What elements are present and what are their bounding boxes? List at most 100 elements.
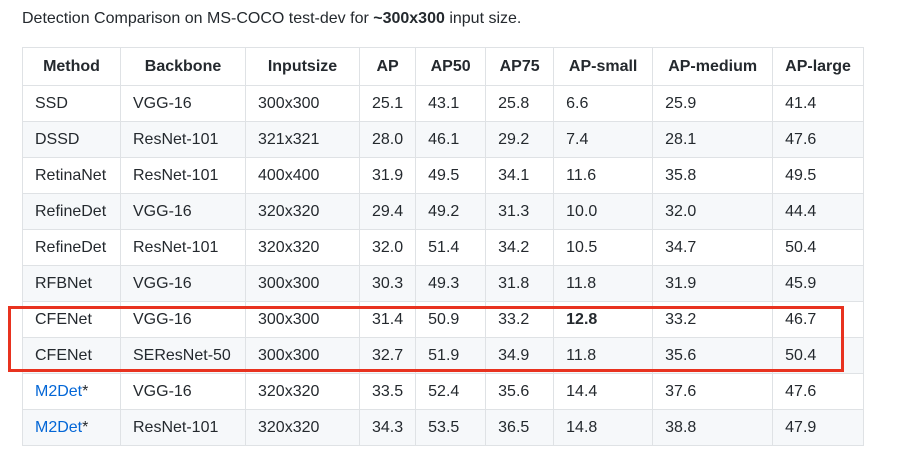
cell-ap-small: 14.8 — [553, 409, 654, 446]
cell-ap-medium: 37.6 — [652, 373, 774, 410]
cell-ap-medium: 38.8 — [652, 409, 774, 446]
cell-method: DSSD — [22, 121, 121, 158]
caption-suffix: input size. — [444, 10, 522, 27]
cell-ap50: 49.3 — [415, 265, 487, 302]
header-ap75: AP75 — [485, 47, 555, 86]
cell-ap: 34.3 — [358, 409, 417, 446]
method-asterisk: * — [82, 418, 89, 436]
method-label: RefineDet — [35, 202, 107, 220]
cell-ap75: 34.9 — [485, 337, 555, 374]
cell-ap: 31.9 — [358, 157, 417, 194]
cell-ap50: 52.4 — [415, 373, 487, 410]
cell-ap-large: 41.4 — [772, 85, 864, 122]
cell-ap-small: 10.0 — [553, 193, 654, 230]
cell-method: RFBNet — [22, 265, 121, 302]
method-label: CFENet — [35, 346, 92, 364]
cell-ap: 32.0 — [358, 229, 417, 266]
cell-method: M2Det* — [22, 373, 121, 410]
cell-ap50: 53.5 — [415, 409, 487, 446]
cell-backbone: ResNet-101 — [120, 409, 246, 446]
method-link[interactable]: M2Det — [35, 382, 83, 400]
cell-inputsize: 320x320 — [245, 409, 360, 446]
cell-inputsize: 320x320 — [245, 193, 360, 230]
cell-ap-small: 7.4 — [553, 121, 654, 158]
header-row: Method Backbone Inputsize AP AP50 AP75 A… — [22, 47, 864, 86]
cell-ap: 33.5 — [358, 373, 417, 410]
cell-ap-medium: 31.9 — [652, 265, 774, 302]
cell-ap-small: 11.6 — [553, 157, 654, 194]
cell-backbone: VGG-16 — [120, 85, 246, 122]
cell-method: RefineDet — [22, 229, 121, 266]
cell-ap-small: 12.8 — [553, 301, 654, 338]
cell-ap-small: 6.6 — [553, 85, 654, 122]
header-inputsize: Inputsize — [245, 47, 360, 86]
cell-method: CFENet — [22, 337, 121, 374]
cell-ap-large: 47.6 — [772, 373, 864, 410]
cell-ap-medium: 34.7 — [652, 229, 774, 266]
detection-comparison-table: Method Backbone Inputsize AP AP50 AP75 A… — [22, 47, 864, 446]
method-label: RetinaNet — [35, 166, 107, 184]
cell-ap-small: 11.8 — [553, 337, 654, 374]
method-label: RefineDet — [35, 238, 107, 256]
cell-backbone: ResNet-101 — [120, 157, 246, 194]
cell-ap-medium: 35.6 — [652, 337, 774, 374]
cell-ap-medium: 32.0 — [652, 193, 774, 230]
cell-ap75: 34.2 — [485, 229, 555, 266]
table-row: RefineDet ResNet-101 320x320 32.0 51.4 34.2 10… — [22, 229, 864, 266]
table-row: RetinaNet ResNet-101 400x400 31.9 49.5 34.1 11… — [22, 157, 864, 194]
cell-ap-small: 10.5 — [553, 229, 654, 266]
table-caption: Detection Comparison on MS-COCO test-dev… — [22, 8, 521, 30]
cell-inputsize: 300x300 — [245, 85, 360, 122]
table-row: M2Det* ResNet-101 320x320 34.3 53.5 36.5 14.8 3… — [22, 409, 864, 446]
header-ap-medium: AP-medium — [652, 47, 774, 86]
table-row: M2Det* VGG-16 320x320 33.5 52.4 35.6 14.4 37.6 4… — [22, 373, 864, 410]
cell-ap50: 46.1 — [415, 121, 487, 158]
cell-ap: 25.1 — [358, 85, 417, 122]
cell-ap75: 36.5 — [485, 409, 555, 446]
table-row: RefineDet VGG-16 320x320 29.4 49.2 31.3 10.0 32… — [22, 193, 864, 230]
cell-method: RetinaNet — [22, 157, 121, 194]
header-ap50: AP50 — [415, 47, 487, 86]
cell-inputsize: 400x400 — [245, 157, 360, 194]
cell-ap50: 51.9 — [415, 337, 487, 374]
cell-ap-small: 14.4 — [553, 373, 654, 410]
cell-method: RefineDet — [22, 193, 121, 230]
method-link[interactable]: M2Det — [35, 418, 83, 436]
method-label: SSD — [35, 94, 68, 112]
table-row: CFENet VGG-16 300x300 31.4 50.9 33.2 12.8 33.2 4… — [22, 301, 864, 338]
cell-ap: 30.3 — [358, 265, 417, 302]
cell-ap50: 43.1 — [415, 85, 487, 122]
table-body: SSD VGG-16 300x300 25.1 43.1 25.8 6.6 25.9 41.4 D… — [22, 85, 864, 446]
cell-ap: 28.0 — [358, 121, 417, 158]
cell-inputsize: 300x300 — [245, 265, 360, 302]
cell-method: CFENet — [22, 301, 121, 338]
cell-method: M2Det* — [22, 409, 121, 446]
method-asterisk: * — [82, 382, 89, 400]
cell-inputsize: 321x321 — [245, 121, 360, 158]
cell-method: SSD — [22, 85, 121, 122]
cell-ap75: 35.6 — [485, 373, 555, 410]
header-ap: AP — [358, 47, 417, 86]
cell-ap-large: 46.7 — [772, 301, 864, 338]
cell-ap-large: 44.4 — [772, 193, 864, 230]
cell-ap75: 31.8 — [485, 265, 555, 302]
header-ap-small: AP-small — [553, 47, 654, 86]
caption-prefix: Detection Comparison on MS-COCO test-dev… — [22, 10, 374, 27]
cell-ap: 31.4 — [358, 301, 417, 338]
cell-backbone: ResNet-101 — [120, 121, 246, 158]
cell-ap75: 31.3 — [485, 193, 555, 230]
cell-ap50: 50.9 — [415, 301, 487, 338]
cell-ap-large: 50.4 — [772, 337, 864, 374]
cell-inputsize: 320x320 — [245, 229, 360, 266]
cell-ap50: 49.5 — [415, 157, 487, 194]
cell-ap-medium: 25.9 — [652, 85, 774, 122]
cell-ap-small: 11.8 — [553, 265, 654, 302]
cell-ap-large: 47.6 — [772, 121, 864, 158]
cell-ap50: 51.4 — [415, 229, 487, 266]
cell-ap75: 29.2 — [485, 121, 555, 158]
cell-backbone: VGG-16 — [120, 301, 246, 338]
cell-ap: 32.7 — [358, 337, 417, 374]
cell-backbone: SEResNet-50 — [120, 337, 246, 374]
cell-inputsize: 300x300 — [245, 337, 360, 374]
cell-ap-medium: 33.2 — [652, 301, 774, 338]
